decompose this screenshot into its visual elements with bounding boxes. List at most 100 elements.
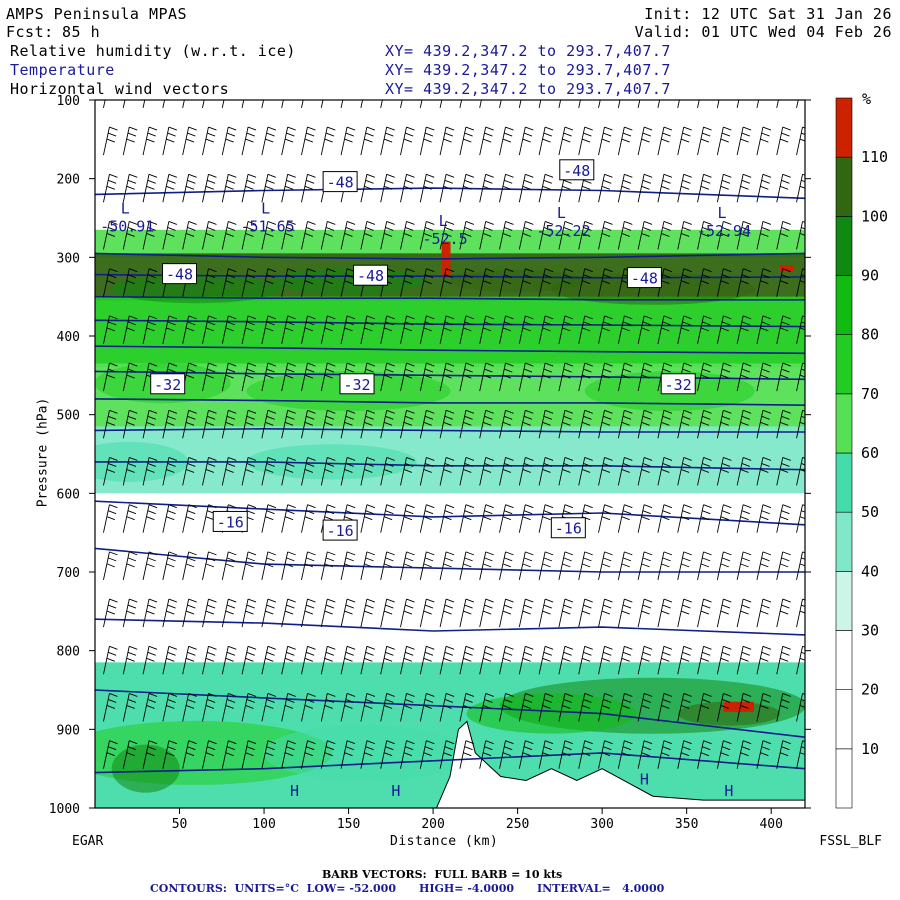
wind-barb — [400, 268, 415, 297]
wind-barb — [677, 126, 692, 156]
wind-barb — [558, 645, 574, 675]
rh-cell — [677, 701, 780, 726]
wind-barb — [776, 268, 791, 297]
wind-barb — [637, 457, 653, 486]
low-value: -52.5 — [423, 230, 468, 248]
wind-barb — [617, 126, 633, 156]
wind-barb — [122, 100, 126, 108]
wind-barb — [360, 504, 376, 533]
isotherm-label: -16 — [322, 519, 358, 541]
low-marker: L — [557, 204, 566, 222]
wind-barb — [221, 598, 237, 628]
wind-barb — [400, 221, 415, 250]
wind-barb — [677, 315, 692, 344]
wind-barb — [142, 173, 158, 203]
wind-barb — [637, 504, 653, 533]
wind-barb — [657, 221, 673, 250]
wind-barb — [439, 693, 455, 722]
wind-barb — [400, 126, 415, 156]
wind-barb — [380, 221, 395, 250]
wind-barb — [796, 693, 805, 722]
wind-barb — [657, 315, 673, 344]
wind-barb — [459, 100, 463, 108]
wind-barb — [716, 221, 732, 250]
wind-barb — [261, 409, 277, 439]
wind-barb — [340, 457, 356, 486]
wind-barb — [122, 362, 138, 392]
wind-barb — [677, 693, 692, 722]
wind-barb — [617, 598, 633, 628]
wind-barb — [598, 268, 613, 297]
wind-barb — [281, 551, 296, 580]
wind-barb — [162, 409, 178, 439]
wind-barb — [499, 315, 514, 344]
wind-barb — [419, 598, 435, 628]
wind-barb — [122, 457, 138, 486]
x-tick-label: 400 — [759, 817, 782, 832]
wind-barb — [281, 100, 284, 108]
wind-barb — [281, 126, 296, 156]
wind-barb — [697, 173, 712, 203]
wind-barb — [340, 551, 356, 580]
wind-barb — [261, 693, 277, 722]
wind-barb — [796, 598, 805, 628]
wind-barb — [756, 315, 772, 344]
wind-barb — [221, 268, 237, 297]
wind-barb — [677, 173, 692, 203]
low-marker: L — [718, 204, 727, 222]
wind-barb — [182, 315, 197, 344]
wind-barb — [637, 551, 653, 580]
field-rh-name: Relative humidity (w.r.t. ice) — [10, 42, 296, 60]
wind-barb — [736, 221, 752, 250]
wind-barb — [419, 457, 435, 486]
isotherm-label-box — [150, 373, 186, 395]
wind-barb — [617, 173, 633, 203]
wind-barb — [796, 409, 805, 439]
wind-barb — [479, 268, 494, 297]
wind-barb — [499, 598, 514, 628]
wind-barb — [598, 693, 613, 722]
wind-barb — [538, 126, 554, 156]
high-marker: H — [724, 782, 733, 800]
wind-barb — [479, 315, 494, 344]
x-tick-label: 200 — [421, 817, 444, 832]
wind-barb — [657, 126, 673, 156]
wind-barb — [538, 740, 554, 769]
wind-barb — [716, 126, 732, 156]
isotherm-label-box — [550, 517, 586, 539]
colorbar-swatch — [835, 97, 853, 158]
wind-barb — [637, 173, 653, 203]
axes: 100 200 300 400 500 600 700 800 900 1000 50 100 150 2… — [49, 94, 811, 832]
wind-barb — [697, 598, 712, 628]
wind-barb — [340, 693, 356, 722]
wind-barb — [182, 221, 197, 250]
wind-barb — [439, 457, 455, 486]
colorbar-swatch — [835, 511, 853, 572]
wind-barb — [202, 409, 217, 439]
field-wind-xy: XY= 439.2,347.2 to 293.7,407.7 — [385, 80, 671, 98]
wind-barb — [301, 645, 316, 675]
wind-barb — [736, 100, 740, 108]
wind-barb — [716, 409, 732, 439]
isotherm-label-text: -32 — [665, 376, 692, 394]
wind-barb — [241, 740, 257, 769]
wind-barb — [419, 315, 435, 344]
wind-barb — [617, 693, 633, 722]
wind-barb — [221, 221, 237, 250]
wind-barb — [776, 315, 791, 344]
wind-barb — [320, 645, 336, 675]
wind-barb — [459, 173, 475, 203]
wind-barb — [538, 221, 554, 250]
wind-barb — [657, 551, 673, 580]
colorbar-swatch — [835, 452, 853, 513]
wind-barb — [459, 740, 475, 769]
wind-barb — [479, 740, 494, 769]
y-tick-label: 800 — [57, 645, 80, 660]
wind-barb — [459, 645, 475, 675]
wind-barb — [360, 315, 376, 344]
wind-barb — [677, 100, 680, 108]
wind-barb — [340, 598, 356, 628]
wind-barb — [400, 645, 415, 675]
wind-barb — [320, 457, 336, 486]
wind-barb — [796, 100, 799, 108]
